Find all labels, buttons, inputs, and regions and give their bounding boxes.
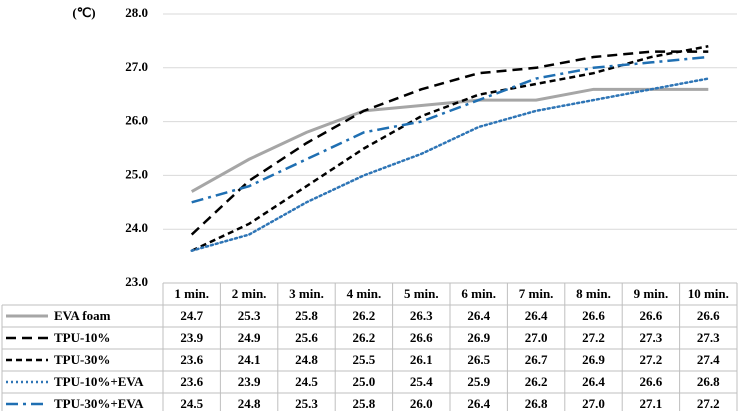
legend-label: EVA foam bbox=[54, 308, 111, 323]
x-tick-label: 3 min. bbox=[289, 286, 324, 301]
legend-label: TPU-10% bbox=[54, 330, 110, 345]
series-line bbox=[191, 55, 709, 204]
x-tick-label: 5 min. bbox=[404, 286, 439, 301]
y-tick-label: 24.0 bbox=[125, 220, 148, 235]
table-value: 23.9 bbox=[180, 330, 203, 345]
table-value: 25.0 bbox=[353, 374, 376, 389]
table-value: 26.4 bbox=[467, 308, 490, 323]
table-value: 26.9 bbox=[582, 352, 605, 367]
x-tick-label: 4 min. bbox=[347, 286, 382, 301]
x-tick-label: 9 min. bbox=[634, 286, 669, 301]
table-value: 24.9 bbox=[238, 330, 261, 345]
series-line bbox=[190, 50, 709, 236]
table-value: 26.1 bbox=[410, 352, 433, 367]
x-tick-label: 1 min. bbox=[174, 286, 209, 301]
table-value: 26.4 bbox=[525, 308, 548, 323]
table-value: 26.2 bbox=[353, 330, 376, 345]
table-value: 23.6 bbox=[180, 352, 203, 367]
table-value: 26.6 bbox=[697, 308, 720, 323]
table-value: 23.9 bbox=[238, 374, 261, 389]
series-line bbox=[190, 87, 709, 193]
table-value: 25.9 bbox=[467, 374, 490, 389]
table-value: 26.2 bbox=[353, 308, 376, 323]
table-value: 27.4 bbox=[697, 352, 720, 367]
table-value: 27.2 bbox=[582, 330, 605, 345]
x-tick-label: 7 min. bbox=[519, 286, 554, 301]
table-value: 27.2 bbox=[640, 352, 663, 367]
x-tick-label: 2 min. bbox=[232, 286, 267, 301]
table-value: 26.2 bbox=[525, 374, 548, 389]
series-line bbox=[190, 77, 710, 252]
x-tick-label: 10 min. bbox=[688, 286, 729, 301]
table-value: 25.6 bbox=[295, 330, 318, 345]
table-value: 27.2 bbox=[697, 396, 720, 411]
table-value: 25.8 bbox=[353, 396, 376, 411]
table-value: 23.6 bbox=[180, 374, 203, 389]
table-value: 26.6 bbox=[640, 308, 663, 323]
table-value: 26.8 bbox=[525, 396, 548, 411]
table-value: 25.8 bbox=[295, 308, 318, 323]
table-value: 26.9 bbox=[467, 330, 490, 345]
table-value: 26.4 bbox=[582, 374, 605, 389]
legend-label: TPU-10%+EVA bbox=[54, 374, 144, 389]
y-tick-label: 25.0 bbox=[125, 166, 148, 181]
table-value: 27.3 bbox=[697, 330, 720, 345]
table-value: 24.7 bbox=[180, 308, 203, 323]
y-tick-label: 28.0 bbox=[125, 5, 148, 20]
table-value: 26.5 bbox=[467, 352, 490, 367]
table-value: 24.1 bbox=[238, 352, 261, 367]
table-value: 25.3 bbox=[295, 396, 318, 411]
table-value: 25.3 bbox=[238, 308, 261, 323]
table-value: 24.8 bbox=[238, 396, 261, 411]
table-value: 26.6 bbox=[410, 330, 433, 345]
legend-label: TPU-30%+EVA bbox=[54, 396, 144, 411]
x-tick-label: 8 min. bbox=[576, 286, 611, 301]
x-tick-label: 6 min. bbox=[461, 286, 496, 301]
table-value: 26.0 bbox=[410, 396, 433, 411]
table-value: 25.5 bbox=[353, 352, 376, 367]
y-tick-label: 27.0 bbox=[125, 59, 148, 74]
y-axis-label: (℃) bbox=[72, 5, 95, 20]
table-value: 26.7 bbox=[525, 352, 548, 367]
table-value: 26.4 bbox=[467, 396, 490, 411]
table-value: 26.6 bbox=[640, 374, 663, 389]
table-value: 27.0 bbox=[582, 396, 605, 411]
table-value: 26.6 bbox=[582, 308, 605, 323]
y-tick-label: 23.0 bbox=[125, 274, 148, 289]
table-value: 24.5 bbox=[180, 396, 203, 411]
y-tick-label: 26.0 bbox=[125, 113, 148, 128]
table-value: 25.4 bbox=[410, 374, 433, 389]
legend-label: TPU-30% bbox=[54, 352, 110, 367]
table-value: 24.8 bbox=[295, 352, 318, 367]
table-value: 26.8 bbox=[697, 374, 720, 389]
table-value: 27.3 bbox=[640, 330, 663, 345]
table-value: 27.0 bbox=[525, 330, 548, 345]
table-value: 27.1 bbox=[640, 396, 663, 411]
table-value: 26.3 bbox=[410, 308, 433, 323]
table-value: 24.5 bbox=[295, 374, 318, 389]
